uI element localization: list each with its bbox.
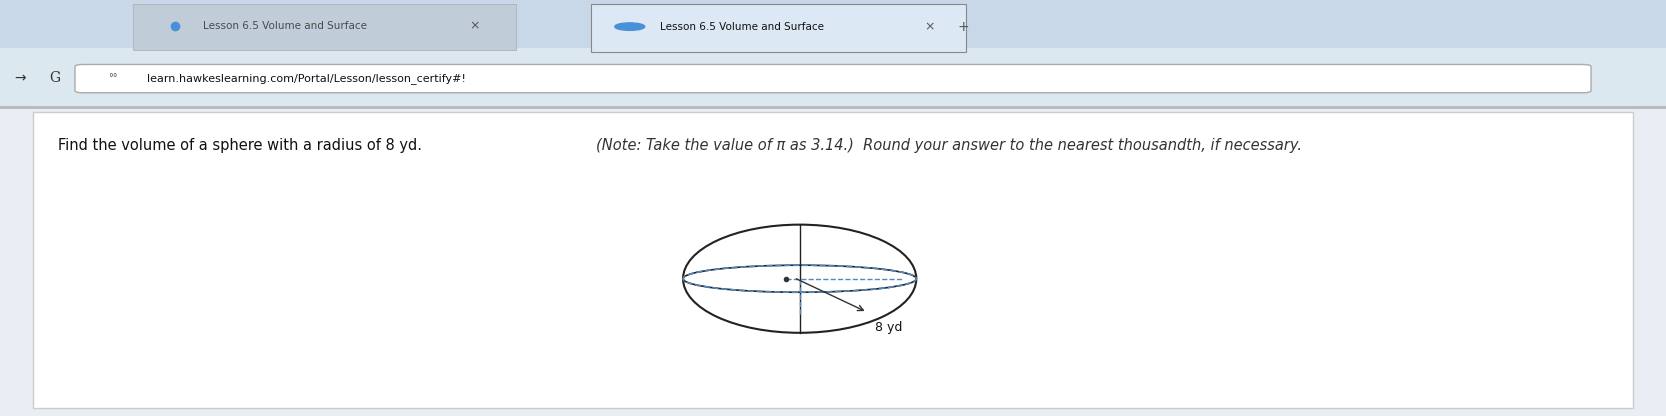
Text: →: → bbox=[15, 71, 25, 85]
FancyBboxPatch shape bbox=[133, 4, 516, 50]
FancyBboxPatch shape bbox=[75, 64, 1591, 93]
Text: ×: × bbox=[925, 20, 935, 33]
Text: (Note: Take the value of π as 3.14.)  Round your answer to the nearest thousandt: (Note: Take the value of π as 3.14.) Rou… bbox=[596, 138, 1303, 153]
FancyBboxPatch shape bbox=[0, 106, 1666, 109]
Text: learn.hawkeslearning.com/Portal/Lesson/lesson_certify#!: learn.hawkeslearning.com/Portal/Lesson/l… bbox=[147, 73, 465, 84]
FancyBboxPatch shape bbox=[0, 48, 1666, 108]
Text: G: G bbox=[50, 71, 60, 85]
Text: Lesson 6.5 Volume and Surface: Lesson 6.5 Volume and Surface bbox=[660, 22, 823, 32]
FancyBboxPatch shape bbox=[33, 112, 1633, 408]
Text: 8 yd: 8 yd bbox=[876, 321, 903, 334]
FancyBboxPatch shape bbox=[0, 0, 1666, 50]
Text: +: + bbox=[958, 20, 968, 34]
Text: ×: × bbox=[470, 20, 480, 33]
Text: °°: °° bbox=[108, 73, 118, 83]
FancyBboxPatch shape bbox=[591, 4, 966, 52]
Circle shape bbox=[615, 23, 645, 30]
Text: Lesson 6.5 Volume and Surface: Lesson 6.5 Volume and Surface bbox=[203, 21, 367, 31]
Text: Find the volume of a sphere with a radius of 8 yd.: Find the volume of a sphere with a radiu… bbox=[58, 138, 421, 153]
